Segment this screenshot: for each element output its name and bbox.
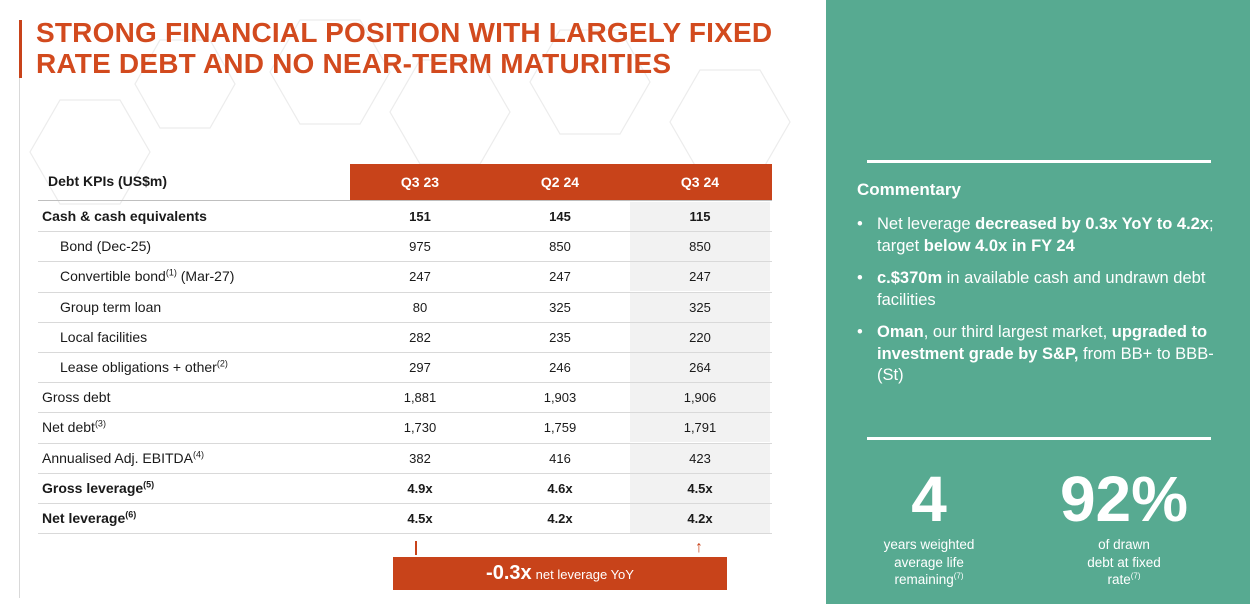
cell-q2-24: 4.6x <box>547 480 573 496</box>
table-row: Net leverage(6) 4.5x 4.2x 4.2x <box>38 503 772 535</box>
table-row: Cash & cash equivalents 151 145 115 <box>38 202 772 233</box>
cell-q2-24: 247 <box>549 269 571 285</box>
cell-q3-23: 1,730 <box>403 420 437 436</box>
row-label: Bond (Dec-25) <box>60 238 152 255</box>
cell-q3-23: 975 <box>409 239 431 255</box>
cell-q3-23: 282 <box>409 329 431 345</box>
delta-value: -0.3x <box>486 562 532 584</box>
cell-q3-24: 4.2x <box>630 503 770 533</box>
page-title: STRONG FINANCIAL POSITION WITH LARGELY F… <box>36 17 773 79</box>
table-header-columns: Q3 23 Q2 24 Q3 24 <box>350 164 772 200</box>
stat-value: 92% <box>1059 463 1189 535</box>
table-row: Group term loan 80 325 325 <box>38 292 772 323</box>
panel-rule-top <box>867 160 1211 163</box>
column-header-q3-24: Q3 24 <box>680 174 720 190</box>
commentary-title: Commentary <box>857 180 961 199</box>
cell-q3-23: 4.9x <box>407 480 433 496</box>
stat-fixed-rate: 92% of drawn debt at fixed rate(7) <box>1044 462 1204 589</box>
cell-q3-23: 1,881 <box>403 390 437 406</box>
cell-q2-24: 246 <box>549 359 571 375</box>
table-body: Cash & cash equivalents 151 145 115 Bond (De… <box>38 202 772 535</box>
up-arrow-icon: ↑ <box>695 539 703 556</box>
delta-label: net leverage YoY <box>535 567 634 582</box>
table-row: Local facilities 282 235 220 <box>38 322 772 353</box>
cell-q3-24: 247 <box>630 262 770 292</box>
stat-weighted-life: 4 years weighted average life remaining(… <box>864 462 994 589</box>
cell-q3-24: 1,791 <box>630 413 770 443</box>
row-label: Convertible bond(1) (Mar-27) <box>60 267 235 285</box>
stat-value: 4 <box>911 463 947 535</box>
column-header-q3-23: Q3 23 <box>400 174 440 190</box>
row-label: Cash & cash equivalents <box>42 208 207 224</box>
left-divider <box>19 78 20 598</box>
cell-q3-23: 297 <box>409 359 431 375</box>
commentary-bullet: • Oman, our third largest market, upgrade… <box>857 323 1214 384</box>
table-row: Gross debt 1,881 1,903 1,906 <box>38 383 772 414</box>
row-label: Net debt(3) <box>42 418 106 436</box>
bullet-dot-icon: • <box>857 269 863 287</box>
cell-q2-24: 4.2x <box>547 510 573 526</box>
row-label: Net leverage(6) <box>42 509 137 526</box>
row-label: Gross leverage(5) <box>42 479 155 496</box>
panel-rule-bottom <box>867 437 1211 440</box>
table-row: Convertible bond(1) (Mar-27) 247 247 247 <box>38 262 772 293</box>
table-row: Annualised Adj. EBITDA(4) 382 416 423 <box>38 443 772 474</box>
cell-q2-24: 850 <box>549 239 571 255</box>
table-row: Gross leverage(5) 4.9x 4.6x 4.5x <box>38 473 772 504</box>
bullet-dot-icon: • <box>857 323 863 341</box>
commentary-bullet: • Net leverage decreased by 0.3x YoY to 4… <box>857 215 1214 255</box>
cell-q2-24: 145 <box>549 209 571 224</box>
cell-q3-24: 4.5x <box>630 473 770 503</box>
net-leverage-delta-box: -0.3x net leverage YoY <box>393 557 727 590</box>
cell-q3-24: 325 <box>630 292 770 322</box>
cell-q2-24: 416 <box>549 450 571 466</box>
cell-q3-23: 382 <box>409 450 431 466</box>
bullet-dot-icon: • <box>857 215 863 233</box>
cell-q3-24: 264 <box>630 352 770 382</box>
table-row: Lease obligations + other(2) 297 246 264 <box>38 352 772 384</box>
cell-q2-24: 1,759 <box>543 420 577 436</box>
cell-q2-24: 235 <box>549 329 571 345</box>
cell-q2-24: 1,903 <box>543 390 577 406</box>
row-label: Local facilities <box>60 328 148 345</box>
row-label: Gross debt <box>42 389 111 406</box>
table-row: Bond (Dec-25) 975 850 850 <box>38 232 772 263</box>
cell-q3-23: 80 <box>412 299 428 315</box>
stat-caption: years weighted average life remaining(7) <box>883 537 975 587</box>
row-label: Annualised Adj. EBITDA(4) <box>42 448 204 466</box>
row-label: Lease obligations + other(2) <box>60 358 228 375</box>
header-rule <box>38 200 772 201</box>
table-row: Net debt(3) 1,730 1,759 1,791 <box>38 413 772 444</box>
row-label: Group term loan <box>60 298 162 315</box>
cell-q3-24: 1,906 <box>630 383 770 413</box>
cell-q3-23: 4.5x <box>407 510 433 526</box>
title-accent-bar <box>19 20 22 78</box>
column-header-q2-24: Q2 24 <box>540 174 580 190</box>
cell-q2-24: 325 <box>549 299 571 315</box>
bracket-line-left <box>415 541 417 555</box>
commentary-bullet: • c.$370m in available cash and undrawn d… <box>857 269 1206 309</box>
commentary-bullets: • Net leverage decreased by 0.3x YoY to 4… <box>857 214 1237 398</box>
stat-caption: of drawn debt at fixed rate(7) <box>1087 537 1161 587</box>
commentary-panel: Commentary • Net leverage decreased by 0.… <box>826 0 1250 604</box>
cell-q3-23: 247 <box>409 269 431 285</box>
cell-q3-23: 151 <box>409 209 431 224</box>
table-header-label: Debt KPIs (US$m) <box>48 173 168 189</box>
cell-q3-24: 220 <box>630 322 770 352</box>
cell-q3-24: 423 <box>630 443 770 473</box>
cell-q3-24: 850 <box>630 232 770 262</box>
cell-q3-24: 115 <box>630 202 770 231</box>
